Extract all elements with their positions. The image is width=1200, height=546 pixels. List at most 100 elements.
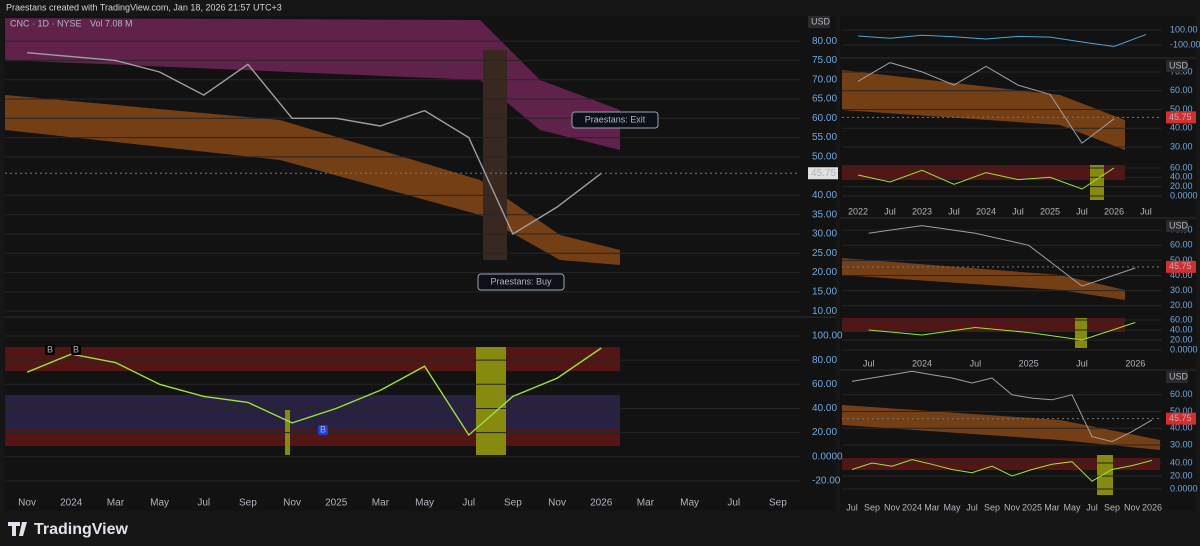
series-line bbox=[868, 225, 1136, 287]
y-tick-label: 30.00 bbox=[1170, 285, 1193, 295]
y-tick-label: 0.0000 bbox=[812, 451, 843, 462]
y-tick-label: 50.00 bbox=[812, 151, 837, 162]
x-tick-label: 2023 bbox=[912, 206, 932, 216]
y-tick-label: -100.00 bbox=[1170, 39, 1200, 49]
y-tick-label: 35.00 bbox=[812, 209, 837, 220]
currency: USD bbox=[1169, 60, 1189, 70]
series-line bbox=[868, 322, 1136, 341]
y-tick-label: 65.00 bbox=[812, 94, 837, 105]
y-tick-label: 40.00 bbox=[1170, 324, 1193, 334]
currency-box bbox=[808, 16, 830, 28]
osc-band-high bbox=[5, 347, 620, 371]
y-tick-label: 75.00 bbox=[812, 55, 837, 66]
last-price-box bbox=[1166, 111, 1196, 124]
x-tick-label: May bbox=[415, 498, 434, 509]
brand-logo bbox=[8, 522, 27, 536]
series-line bbox=[851, 370, 1153, 443]
y-tick-label: 40.00 bbox=[1170, 123, 1193, 133]
brand: TradingView bbox=[34, 521, 129, 538]
marker: B bbox=[73, 344, 79, 354]
series-line bbox=[26, 347, 602, 437]
y-tick-label: 60.00 bbox=[1170, 85, 1193, 95]
currency: USD bbox=[811, 16, 831, 26]
annotation: Praestans: Exit bbox=[585, 114, 646, 124]
symbol: CNC · 1D · NYSE bbox=[10, 18, 82, 28]
x-tick-label: Jul bbox=[863, 358, 875, 368]
annotation-box bbox=[571, 111, 659, 129]
series-line bbox=[851, 459, 1153, 482]
volume: Vol 7.08 M bbox=[90, 18, 133, 28]
marker: B bbox=[320, 424, 326, 434]
x-tick-label: 2025 bbox=[1019, 358, 1039, 368]
x-tick-label: 2024 bbox=[976, 206, 996, 216]
x-tick-label: 2022 bbox=[848, 206, 868, 216]
x-tick-label: Mar bbox=[924, 502, 940, 512]
x-tick-label: Nov bbox=[884, 502, 901, 512]
y-tick-label: 20.00 bbox=[1170, 470, 1193, 480]
y-tick-label: 60.00 bbox=[1170, 314, 1193, 324]
currency-box bbox=[1166, 371, 1188, 383]
osc-volume bbox=[1090, 165, 1104, 200]
x-tick-label: Nov bbox=[548, 498, 566, 509]
y-tick-label: 55.00 bbox=[812, 132, 837, 143]
x-tick-label: Sep bbox=[769, 498, 787, 509]
band-upper bbox=[5, 18, 620, 150]
y-tick-label: 15.00 bbox=[812, 286, 837, 297]
annotation-box bbox=[477, 273, 565, 291]
annotation: Praestans: Buy bbox=[490, 276, 552, 286]
x-tick-label: Jul bbox=[846, 502, 858, 512]
x-tick-label: 2025 bbox=[1040, 206, 1060, 216]
x-tick-label: Jul bbox=[1076, 358, 1088, 368]
x-tick-label: Mar bbox=[1044, 502, 1060, 512]
series-line bbox=[857, 62, 1115, 144]
y-tick-label: 0.0000 bbox=[1170, 190, 1198, 200]
y-tick-label: 40.00 bbox=[812, 403, 837, 414]
x-tick-label: May bbox=[943, 502, 961, 512]
y-tick-label: 40.00 bbox=[1170, 423, 1193, 433]
x-tick-label: Sep bbox=[1104, 502, 1120, 512]
y-tick-label: 20.00 bbox=[1170, 181, 1193, 191]
y-tick-label: 50.00 bbox=[1170, 255, 1193, 265]
series-line bbox=[857, 34, 1147, 48]
y-tick-label: 100.00 bbox=[812, 331, 843, 342]
y-tick-label: 60.00 bbox=[812, 379, 837, 390]
x-tick-label: Jul bbox=[1076, 206, 1088, 216]
x-tick-label: May bbox=[680, 498, 699, 509]
x-tick-label: Jul bbox=[1140, 206, 1152, 216]
y-tick-label: 25.00 bbox=[812, 248, 837, 259]
y-tick-label: 0.0000 bbox=[1170, 344, 1198, 354]
y-tick-label: 20.00 bbox=[812, 427, 837, 438]
x-tick-label: Sep bbox=[864, 502, 880, 512]
x-tick-label: Nov bbox=[1004, 502, 1021, 512]
x-tick-label: 2025 bbox=[325, 498, 348, 509]
y-tick-label: 40.00 bbox=[1170, 457, 1193, 467]
currency: USD bbox=[1169, 371, 1189, 381]
x-tick-label: Jul bbox=[462, 498, 475, 509]
osc-volume bbox=[476, 347, 506, 455]
osc-band-high bbox=[842, 318, 1125, 332]
y-tick-label: 40.00 bbox=[1170, 270, 1193, 280]
x-tick-label: Mar bbox=[637, 498, 655, 509]
band-lower bbox=[842, 258, 1125, 300]
x-tick-label: Jul bbox=[884, 206, 896, 216]
marker: B bbox=[47, 344, 53, 354]
series-line bbox=[27, 52, 602, 236]
x-tick-label: 2026 bbox=[1104, 206, 1124, 216]
series-line bbox=[857, 167, 1115, 190]
y-tick-label: 60.00 bbox=[1170, 240, 1193, 250]
x-tick-label: Jul bbox=[1086, 502, 1098, 512]
y-tick-label: 80.00 bbox=[812, 355, 837, 366]
osc-band-high bbox=[842, 458, 1160, 470]
last-price: 45.75 bbox=[1169, 413, 1192, 423]
x-tick-label: May bbox=[1063, 502, 1081, 512]
x-tick-label: 2026 bbox=[590, 498, 613, 509]
marker-box bbox=[71, 345, 81, 355]
band-lower bbox=[842, 70, 1125, 150]
x-tick-label: 2025 bbox=[1022, 502, 1042, 512]
x-tick-label: Jul bbox=[1012, 206, 1024, 216]
x-tick-label: Sep bbox=[984, 502, 1000, 512]
osc-band-low bbox=[5, 430, 620, 446]
x-tick-label: Nov bbox=[1124, 502, 1141, 512]
x-tick-label: 2026 bbox=[1125, 358, 1145, 368]
